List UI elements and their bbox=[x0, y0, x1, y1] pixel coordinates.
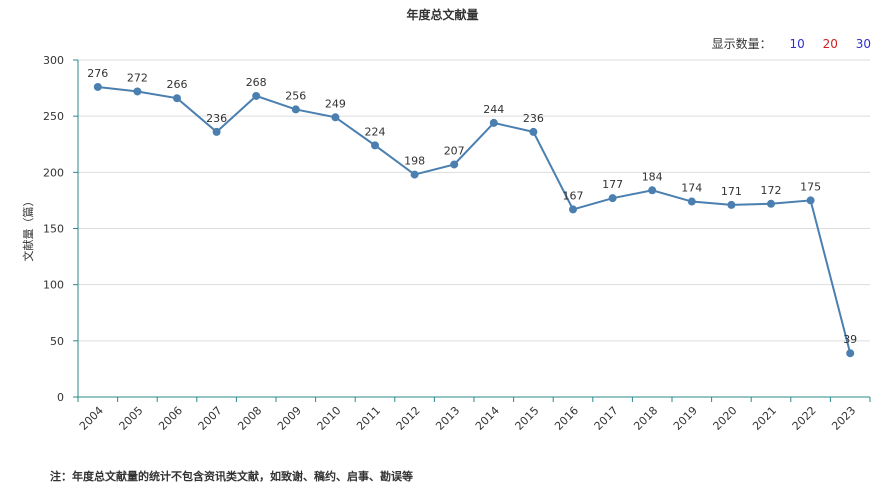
x-tick-label: 2007 bbox=[196, 404, 225, 433]
data-point bbox=[846, 349, 855, 358]
count-option-30[interactable]: 30 bbox=[855, 37, 871, 51]
x-tick-label: 2018 bbox=[631, 404, 660, 433]
data-point bbox=[173, 94, 181, 103]
x-tick-label: 2011 bbox=[354, 404, 383, 433]
data-point bbox=[608, 194, 617, 203]
x-tick-label: 2010 bbox=[315, 404, 344, 433]
y-tick-label: 300 bbox=[43, 54, 64, 67]
data-point bbox=[648, 186, 657, 195]
data-label: 184 bbox=[642, 170, 663, 183]
data-label: 171 bbox=[721, 185, 742, 198]
data-label: 244 bbox=[483, 103, 504, 116]
data-point bbox=[687, 197, 696, 206]
x-tick-label: 2009 bbox=[275, 404, 304, 433]
x-tick-label: 2019 bbox=[671, 404, 700, 433]
data-label: 236 bbox=[206, 112, 227, 125]
x-tick-label: 2015 bbox=[513, 404, 542, 433]
x-tick-label: 2017 bbox=[592, 404, 621, 433]
data-label: 177 bbox=[602, 178, 623, 191]
x-tick-label: 2023 bbox=[829, 404, 858, 433]
data-label: 272 bbox=[127, 71, 148, 84]
data-label: 207 bbox=[444, 144, 465, 157]
series-line bbox=[97, 85, 852, 354]
data-point bbox=[331, 113, 340, 122]
x-tick-label: 2016 bbox=[552, 404, 581, 433]
data-label: 172 bbox=[761, 184, 782, 197]
display-count-selector: 显示数量： 10 20 30 bbox=[712, 35, 871, 52]
data-label: 276 bbox=[87, 67, 108, 80]
data-point bbox=[291, 105, 300, 114]
data-label: 236 bbox=[523, 112, 544, 125]
data-point bbox=[371, 141, 379, 150]
data-point bbox=[727, 200, 736, 209]
data-point bbox=[569, 205, 577, 214]
x-tick-label: 2022 bbox=[790, 404, 819, 433]
x-tick-label: 2006 bbox=[156, 404, 185, 433]
x-tick-label: 2021 bbox=[750, 404, 779, 433]
data-label: 256 bbox=[285, 89, 306, 102]
x-tick-label: 2012 bbox=[394, 404, 423, 433]
data-point bbox=[806, 196, 815, 205]
x-tick-label: 2013 bbox=[433, 404, 462, 433]
data-point bbox=[767, 199, 775, 208]
x-tick-label: 2020 bbox=[711, 404, 740, 433]
count-option-20[interactable]: 20 bbox=[822, 37, 838, 51]
footnote: 注：年度总文献量的统计不包含资讯类文献，如致谢、稿约、启事、勘误等 bbox=[50, 470, 413, 483]
data-label: 249 bbox=[325, 97, 346, 110]
data-label: 174 bbox=[681, 182, 702, 195]
x-tick-label: 2004 bbox=[77, 404, 106, 433]
chart-title: 年度总文献量 bbox=[406, 8, 479, 22]
data-point bbox=[252, 91, 261, 100]
data-label: 167 bbox=[563, 189, 584, 202]
data-label: 266 bbox=[167, 78, 188, 91]
data-label: 224 bbox=[365, 125, 386, 138]
data-point bbox=[133, 87, 142, 96]
data-label: 268 bbox=[246, 76, 267, 89]
y-axis-label: 文献量（篇） bbox=[21, 196, 35, 262]
data-point bbox=[212, 127, 221, 136]
y-tick-label: 150 bbox=[43, 223, 64, 236]
y-tick-label: 250 bbox=[43, 110, 64, 123]
data-point bbox=[489, 118, 498, 127]
data-point bbox=[450, 160, 459, 169]
data-point bbox=[529, 127, 538, 136]
data-label: 198 bbox=[404, 155, 425, 168]
y-tick-label: 50 bbox=[50, 335, 64, 348]
count-option-10[interactable]: 10 bbox=[789, 37, 805, 51]
x-tick-label: 2014 bbox=[473, 404, 502, 433]
display-count-label: 显示数量： bbox=[711, 37, 772, 51]
y-tick-label: 200 bbox=[43, 166, 64, 179]
y-tick-label: 100 bbox=[43, 279, 64, 292]
data-point bbox=[93, 82, 102, 91]
x-tick-label: 2008 bbox=[235, 404, 264, 433]
data-label: 175 bbox=[800, 180, 821, 193]
data-point bbox=[410, 170, 419, 179]
y-tick-label: 0 bbox=[57, 391, 64, 404]
data-label: 39 bbox=[843, 333, 857, 346]
x-tick-label: 2005 bbox=[117, 404, 146, 433]
